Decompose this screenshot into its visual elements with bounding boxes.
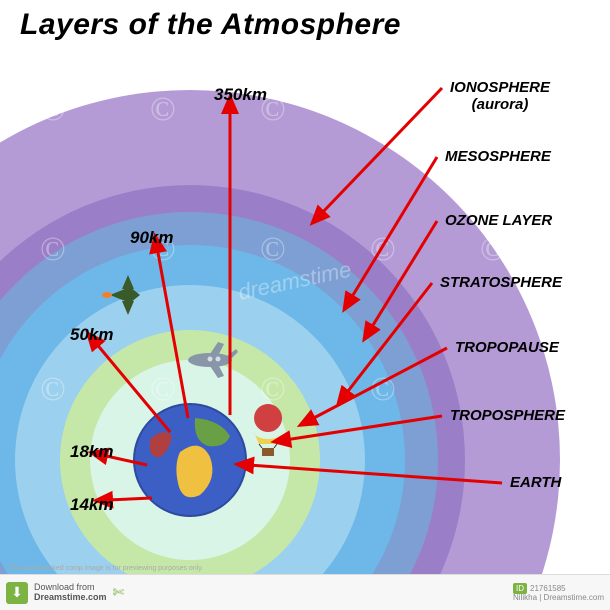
- svg-text:©: ©: [480, 231, 506, 268]
- svg-text:©: ©: [40, 371, 66, 408]
- layer-label-mesosphere: MESOSPHERE: [445, 149, 551, 166]
- svg-text:©: ©: [40, 231, 66, 268]
- diagram-title: Layers of the Atmosphere: [20, 8, 401, 42]
- svg-text:©: ©: [370, 91, 396, 128]
- svg-text:©: ©: [40, 91, 66, 128]
- layer-label-stratosphere: STRATOSPHERE: [440, 275, 562, 292]
- layer-label-troposphere: TROPOSPHERE: [450, 408, 565, 425]
- altitude-label: 18km: [70, 442, 113, 462]
- scissors-icon: ✄: [113, 584, 125, 601]
- credit-block: ID21761585 Nilikha | Dreamstime.com: [513, 584, 604, 602]
- layer-label-ozone: OZONE LAYER: [445, 213, 552, 230]
- svg-text:©: ©: [150, 371, 176, 408]
- svg-text:©: ©: [260, 231, 286, 268]
- layer-label-tropopause: TROPOPAUSE: [455, 340, 559, 357]
- layer-label-ionosphere: IONOSPHERE(aurora): [450, 80, 550, 113]
- svg-text:©: ©: [150, 91, 176, 128]
- layer-label-earth: EARTH: [510, 475, 561, 492]
- altitude-label: 350km: [214, 85, 267, 105]
- stock-footer: ⬇ Download from Dreamstime.com ✄ ID21761…: [0, 574, 610, 610]
- download-icon: ⬇: [6, 582, 28, 604]
- altitude-label: 14km: [70, 495, 113, 515]
- disclaimer-text: This watermarked comp image is for previ…: [8, 565, 203, 572]
- download-text: Download from Dreamstime.com: [34, 583, 107, 603]
- svg-text:©: ©: [260, 371, 286, 408]
- altitude-label: 90km: [130, 228, 173, 248]
- altitude-label: 50km: [70, 325, 113, 345]
- altitude-arrow: [107, 498, 152, 500]
